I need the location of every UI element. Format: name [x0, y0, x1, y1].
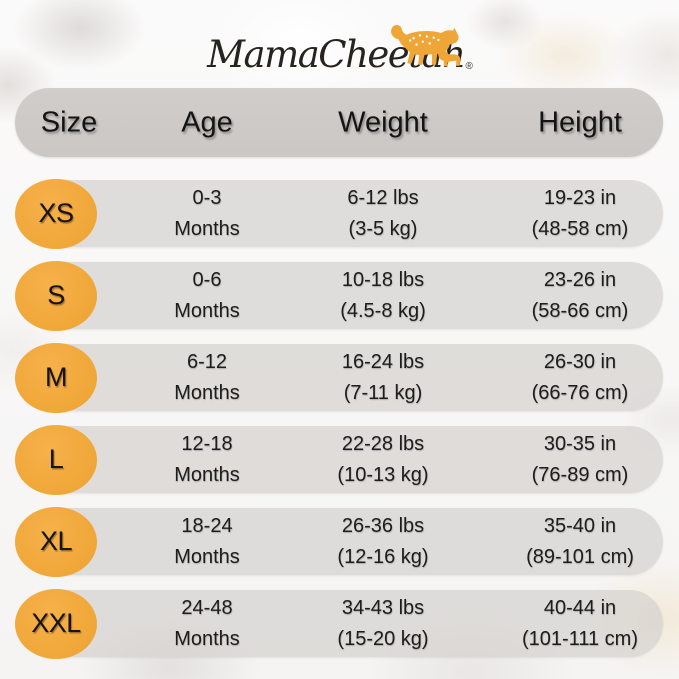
- age-cell: 0-3 Months: [174, 183, 240, 245]
- cheetah-with-cub-icon: [390, 25, 461, 67]
- table-header-row: Size Age Weight Height: [15, 88, 663, 157]
- weight-kg: (10-13 kg): [337, 463, 429, 486]
- weight-cell: 22-28 lbs (10-13 kg): [337, 429, 428, 491]
- weight-cell: 34-43 lbs (15-20 kg): [337, 593, 428, 655]
- height-cell: 26-30 in (66-76 cm): [532, 347, 629, 409]
- table-row: XL 18-24 Months 26-36 lbs (12-16 kg) 35-…: [15, 506, 663, 577]
- row-background-bar: [29, 180, 663, 247]
- weight-cell: 10-18 lbs (4.5-8 kg): [340, 265, 426, 327]
- height-in: 35-40 in: [543, 514, 617, 537]
- row-background-bar: [29, 426, 663, 493]
- row-background-bar: [29, 508, 663, 575]
- size-chart-table: Size Age Weight Height XS 0-3 Months 6-1…: [15, 88, 663, 659]
- age-range: 18-24: [181, 514, 233, 537]
- weight-cell: 26-36 lbs (12-16 kg): [337, 511, 428, 573]
- size-rows: XS 0-3 Months 6-12 lbs (3-5 kg) 19-23 in…: [15, 178, 663, 659]
- age-range: 0-6: [192, 268, 222, 291]
- height-cell: 35-40 in (89-101 cm): [526, 511, 634, 573]
- age-unit: Months: [174, 627, 240, 650]
- row-background-bar: [29, 344, 663, 411]
- header-height: Height: [538, 106, 622, 138]
- height-cm: (58-66 cm): [531, 299, 629, 322]
- age-unit: Months: [174, 299, 240, 322]
- age-cell: 24-48 Months: [174, 593, 240, 655]
- brand-logo: MamaCheetah®: [0, 10, 679, 76]
- height-cell: 40-44 in (101-111 cm): [522, 593, 638, 655]
- height-in: 23-26 in: [543, 268, 617, 291]
- table-row: M 6-12 Months 16-24 lbs (7-11 kg) 26-30 …: [15, 342, 663, 413]
- row-background-bar: [29, 262, 663, 329]
- header-age: Age: [181, 106, 233, 138]
- height-in: 40-44 in: [543, 596, 617, 619]
- header-weight: Weight: [338, 106, 428, 138]
- size-badge: S: [15, 260, 97, 331]
- weight-lbs: 16-24 lbs: [341, 350, 425, 373]
- registered-trademark-icon: ®: [465, 61, 473, 73]
- age-unit: Months: [174, 217, 240, 240]
- height-cm: (76-89 cm): [531, 463, 629, 486]
- age-range: 6-12: [186, 350, 228, 373]
- size-badge: XS: [15, 178, 97, 249]
- size-badge: M: [15, 342, 97, 413]
- height-in: 30-35 in: [543, 432, 617, 455]
- age-range: 12-18: [181, 432, 233, 455]
- age-unit: Months: [174, 545, 240, 568]
- header-size: Size: [40, 106, 98, 138]
- age-range: 0-3: [192, 186, 222, 209]
- age-cell: 18-24 Months: [174, 511, 240, 573]
- size-badge: L: [15, 424, 97, 495]
- age-cell: 6-12 Months: [174, 347, 240, 409]
- weight-lbs: 10-18 lbs: [341, 268, 425, 291]
- age-cell: 12-18 Months: [174, 429, 240, 491]
- height-cm: (101-111 cm): [522, 627, 638, 650]
- age-cell: 0-6 Months: [174, 265, 240, 327]
- age-range: 24-48: [181, 596, 233, 619]
- size-badge: XL: [15, 506, 97, 577]
- weight-kg: (3-5 kg): [348, 217, 418, 240]
- height-cell: 23-26 in (58-66 cm): [532, 265, 629, 327]
- brand-logo-wrap: MamaCheetah®: [207, 25, 473, 76]
- weight-kg: (4.5-8 kg): [340, 299, 426, 322]
- weight-lbs: 26-36 lbs: [341, 514, 425, 537]
- size-badge: XXL: [15, 588, 97, 659]
- age-unit: Months: [174, 463, 240, 486]
- weight-cell: 16-24 lbs (7-11 kg): [342, 347, 424, 409]
- weight-lbs: 6-12 lbs: [347, 186, 419, 209]
- height-in: 26-30 in: [543, 350, 617, 373]
- weight-lbs: 22-28 lbs: [341, 432, 425, 455]
- height-cm: (66-76 cm): [531, 381, 629, 404]
- table-row: L 12-18 Months 22-28 lbs (10-13 kg) 30-3…: [15, 424, 663, 495]
- height-in: 19-23 in: [543, 186, 617, 209]
- weight-kg: (15-20 kg): [337, 627, 429, 650]
- height-cell: 19-23 in (48-58 cm): [532, 183, 629, 245]
- table-row: XS 0-3 Months 6-12 lbs (3-5 kg) 19-23 in…: [15, 178, 663, 249]
- weight-lbs: 34-43 lbs: [341, 596, 425, 619]
- height-cm: (89-101 cm): [526, 545, 634, 568]
- height-cm: (48-58 cm): [531, 217, 629, 240]
- height-cell: 30-35 in (76-89 cm): [532, 429, 629, 491]
- age-unit: Months: [174, 381, 240, 404]
- weight-cell: 6-12 lbs (3-5 kg): [347, 183, 418, 245]
- weight-kg: (12-16 kg): [337, 545, 429, 568]
- weight-kg: (7-11 kg): [343, 381, 423, 404]
- row-background-bar: [29, 590, 663, 657]
- table-row: S 0-6 Months 10-18 lbs (4.5-8 kg) 23-26 …: [15, 260, 663, 331]
- table-row: XXL 24-48 Months 34-43 lbs (15-20 kg) 40…: [15, 588, 663, 659]
